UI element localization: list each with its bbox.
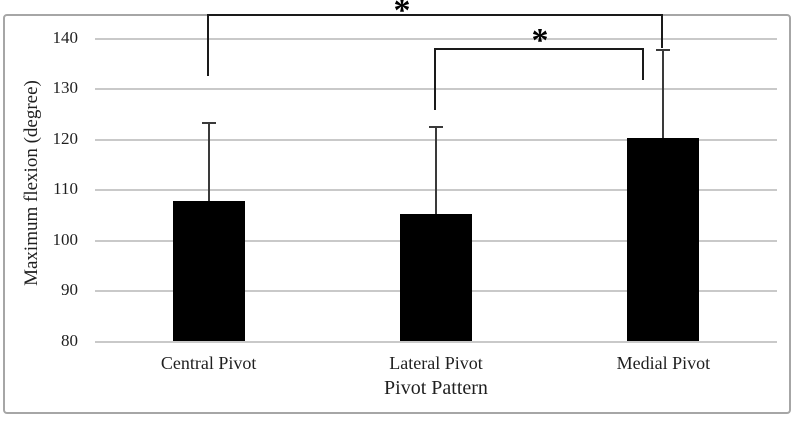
- gridline: [95, 340, 777, 343]
- significance-bracket-right-tail: [661, 14, 663, 48]
- significance-asterisk: *: [393, 0, 411, 29]
- significance-bracket-top: [434, 48, 644, 50]
- x-axis-title: Pivot Pattern: [384, 377, 488, 399]
- category-label: Medial Pivot: [616, 353, 711, 373]
- category-label: Central Pivot: [160, 353, 257, 373]
- y-tick-label: 140: [52, 27, 79, 47]
- gridline: [95, 37, 777, 40]
- y-tick-label: 130: [52, 78, 79, 97]
- y-tick-label: 100: [52, 229, 79, 249]
- error-bar: [662, 50, 665, 139]
- error-bar-cap: [201, 121, 216, 124]
- bar: [627, 138, 700, 342]
- error-bar: [207, 122, 210, 202]
- category-label: Lateral Pivot: [389, 353, 483, 373]
- significance-bracket-right-tail: [642, 48, 644, 80]
- bar: [172, 201, 245, 342]
- significance-bracket-top: [207, 14, 663, 16]
- y-tick-label: 110: [53, 179, 78, 198]
- error-bar: [435, 127, 437, 215]
- significance-bracket-left-tail: [434, 48, 436, 110]
- gridline: [95, 88, 777, 90]
- y-tick-label: 80: [61, 330, 78, 350]
- y-tick-label: 120: [52, 128, 79, 148]
- y-axis-title: Maximum flexion (degree): [21, 80, 42, 286]
- significance-asterisk: *: [531, 22, 549, 59]
- significance-bracket-left-tail: [207, 14, 209, 76]
- y-tick-label: 90: [61, 280, 78, 299]
- error-bar-cap: [429, 126, 443, 129]
- bar: [400, 214, 472, 342]
- error-bar-cap: [656, 49, 671, 52]
